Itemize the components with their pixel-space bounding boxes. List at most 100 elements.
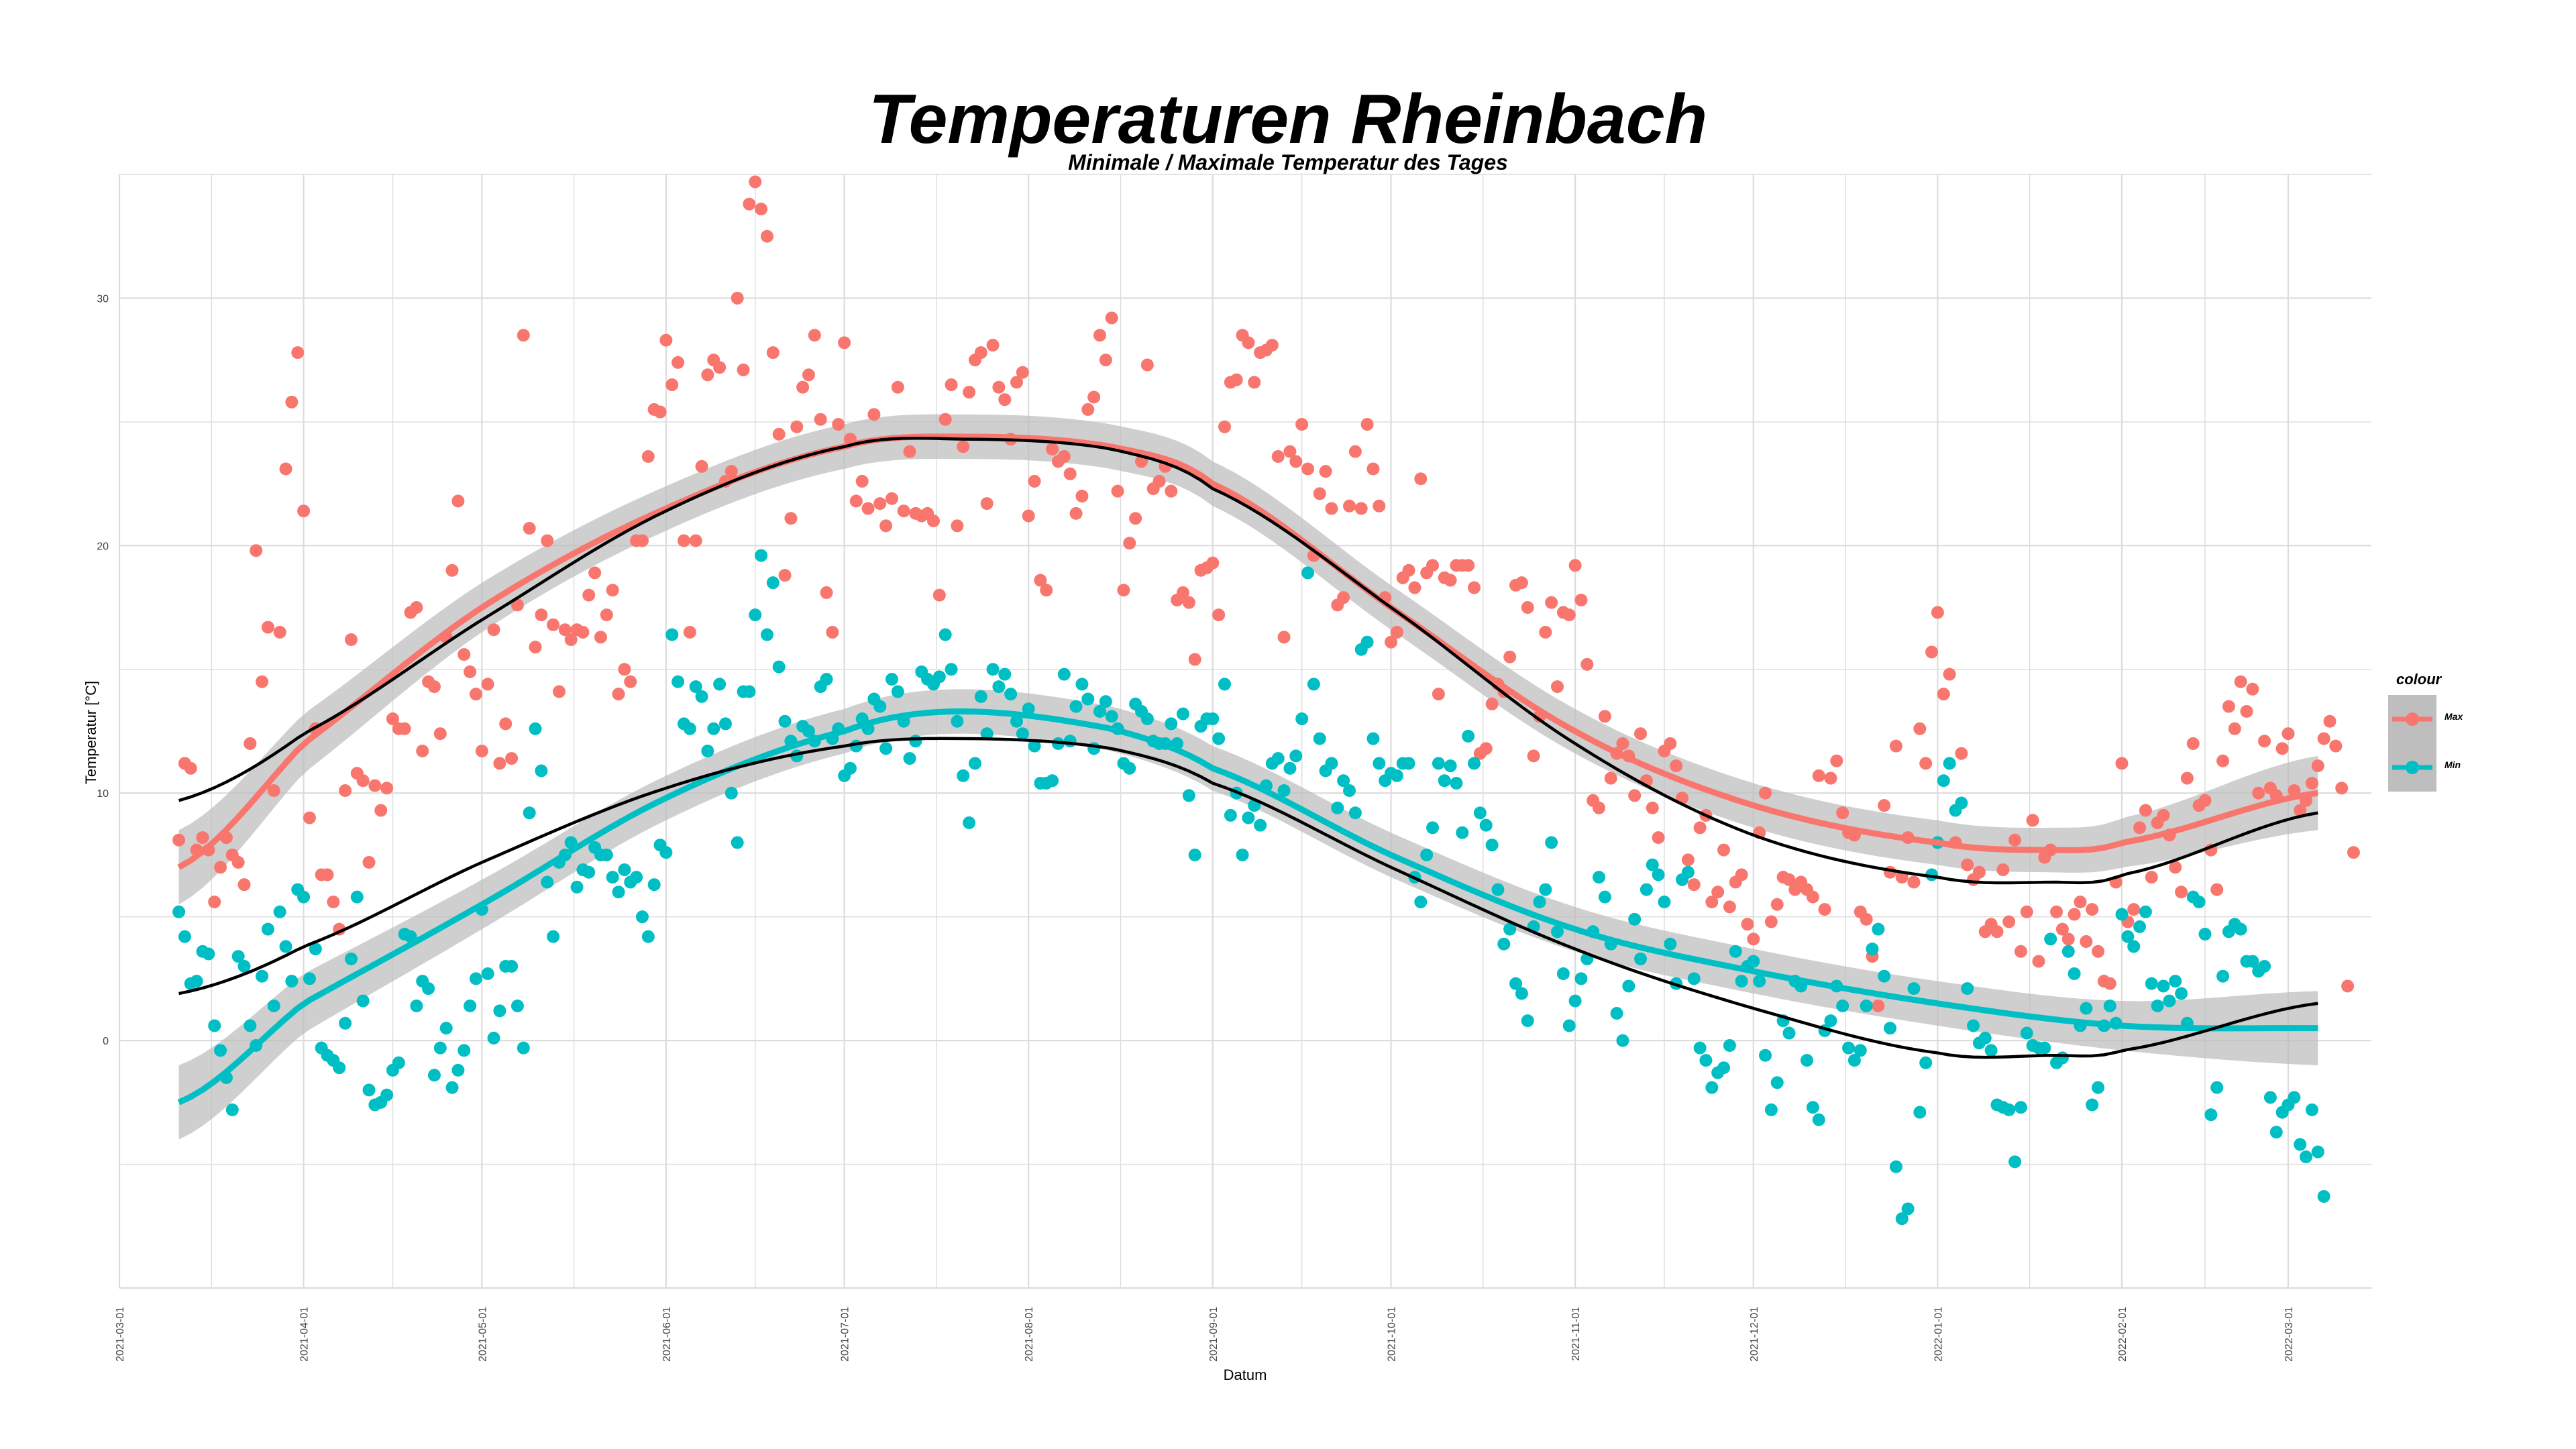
data-point-max	[743, 197, 756, 211]
data-point-min	[1515, 987, 1528, 1000]
data-point-min	[1658, 896, 1671, 909]
data-point-max	[1717, 843, 1731, 857]
data-point-max	[1735, 868, 1748, 881]
data-point-max	[1075, 490, 1089, 503]
data-point-min	[1456, 826, 1469, 839]
data-point-max	[2080, 935, 2093, 949]
data-point-min	[1063, 735, 1077, 748]
data-point-max	[386, 712, 399, 726]
data-point-max	[427, 680, 441, 694]
data-point-max	[2050, 905, 2063, 918]
data-point-min	[1450, 776, 1463, 790]
data-point-max	[356, 774, 370, 788]
data-point-max	[2311, 759, 2324, 773]
data-point-min	[1283, 761, 1297, 775]
data-point-max	[885, 492, 898, 505]
data-point-min	[766, 576, 780, 590]
data-point-max	[1343, 499, 1356, 513]
data-point-max	[606, 584, 619, 597]
data-point-max	[1782, 873, 1796, 886]
data-point-max	[1373, 499, 1386, 513]
data-point-min	[1373, 757, 1386, 770]
data-point-max	[2092, 945, 2105, 958]
data-point-max	[2032, 955, 2045, 968]
data-point-max	[1462, 559, 1475, 572]
data-point-max	[451, 494, 465, 508]
data-point-max	[208, 896, 221, 909]
data-point-min	[1414, 896, 1428, 909]
data-point-min	[1622, 979, 1635, 993]
data-point-max	[986, 339, 1000, 352]
confidence-band-min	[178, 689, 2318, 1140]
data-point-max	[410, 601, 423, 614]
data-point-max	[1628, 789, 1642, 802]
data-point-max	[2341, 979, 2355, 993]
data-point-min	[1687, 972, 1701, 985]
data-point-max	[362, 856, 376, 869]
data-point-min	[1764, 1103, 1778, 1116]
data-point-max	[1140, 358, 1154, 372]
data-point-max	[1402, 564, 1415, 577]
y-tick-label: 20	[97, 541, 109, 552]
data-point-min	[1016, 727, 1029, 741]
data-point-max	[558, 623, 572, 637]
data-point-max	[172, 833, 186, 847]
data-point-min	[1593, 871, 1606, 884]
data-point-max	[374, 804, 388, 817]
data-point-max	[582, 588, 596, 602]
data-point-min	[713, 678, 727, 691]
data-point-max	[820, 586, 833, 599]
data-point-max	[1248, 376, 1261, 389]
data-point-min	[1479, 818, 1493, 832]
data-point-max	[731, 291, 744, 305]
data-point-max	[1426, 559, 1440, 572]
loess-line-min	[177, 708, 2318, 1106]
data-point-max	[724, 465, 738, 478]
data-point-min	[2175, 987, 2188, 1000]
data-point-max	[2086, 903, 2099, 916]
data-point-min	[2014, 1101, 2027, 1114]
data-point-max	[2002, 915, 2016, 928]
data-point-max	[641, 450, 655, 464]
data-point-min	[695, 690, 708, 703]
data-point-min	[2115, 908, 2129, 921]
data-point-min	[1348, 806, 1362, 820]
data-point-min	[1610, 1007, 1623, 1020]
data-point-min	[1509, 977, 1523, 990]
data-point-min	[1551, 925, 1564, 938]
data-point-min	[1978, 1031, 1992, 1044]
data-point-max	[2133, 821, 2147, 835]
data-point-max	[1289, 455, 1303, 468]
x-tick-label: 2021-07-01	[840, 1307, 851, 1362]
data-point-max	[244, 737, 257, 750]
legend-title: colour	[2396, 671, 2442, 688]
data-point-max	[659, 333, 673, 347]
data-point-min	[724, 786, 738, 800]
data-point-max	[1889, 739, 1902, 753]
data-point-max	[493, 757, 506, 770]
data-point-max	[1711, 885, 1725, 899]
data-point-max	[1515, 576, 1528, 590]
data-point-max	[588, 566, 602, 580]
data-point-min	[707, 722, 720, 735]
y-tick-label: 30	[97, 293, 109, 305]
x-tick-label: 2021-05-01	[477, 1307, 488, 1362]
data-point-max	[1087, 390, 1101, 404]
data-point-min	[743, 685, 756, 698]
data-point-max	[1759, 786, 1772, 800]
data-point-max	[344, 633, 358, 647]
data-point-min	[392, 1056, 405, 1069]
data-point-min	[1331, 801, 1344, 814]
data-point-max	[1955, 747, 1968, 760]
data-point-max	[796, 380, 810, 394]
data-point-min	[1598, 890, 1611, 904]
data-point-min	[356, 994, 370, 1008]
data-point-min	[237, 959, 251, 973]
data-point-min	[820, 673, 833, 686]
data-point-max	[903, 445, 916, 458]
data-point-max	[1093, 329, 1106, 342]
data-point-min	[2204, 1108, 2218, 1122]
data-point-min	[2210, 1081, 2224, 1094]
data-point-max	[1943, 667, 1956, 681]
data-point-min	[1295, 712, 1309, 726]
